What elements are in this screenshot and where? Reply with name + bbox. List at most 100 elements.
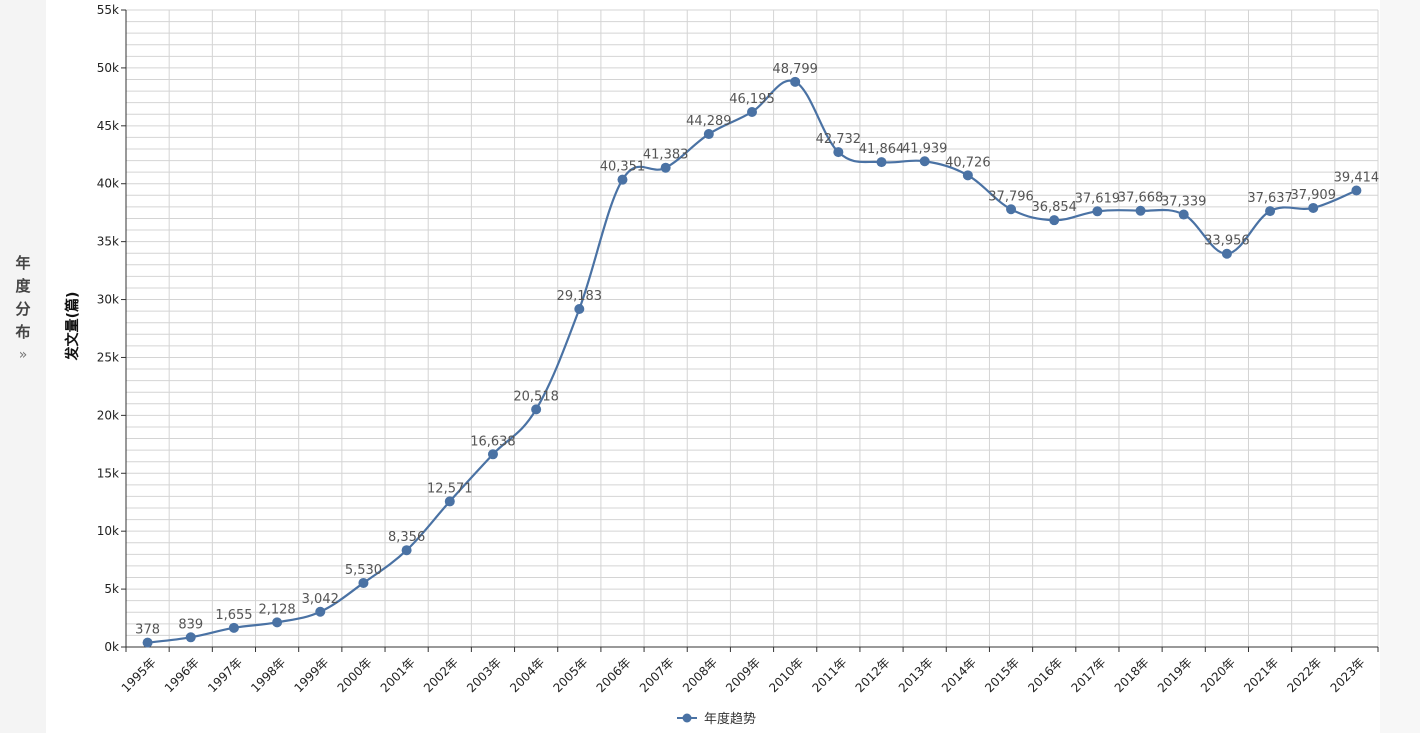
data-point[interactable]	[1351, 185, 1362, 196]
data-labels: 378 839 1,655 2,128 3,042 5,530 8,356 12,571 16,…	[135, 62, 1379, 638]
x-tick-label: 2000年	[335, 655, 375, 695]
y-tick-label: 15k	[97, 466, 119, 480]
data-point[interactable]	[487, 449, 498, 460]
data-point[interactable]	[1092, 206, 1103, 217]
x-tick-label: 2011年	[809, 655, 849, 695]
data-point[interactable]	[1308, 202, 1319, 213]
side-tab-char: 分	[15, 300, 31, 318]
expand-arrow-icon[interactable]: »	[18, 347, 28, 363]
data-label: 20,518	[513, 389, 559, 404]
x-tick-label: 2022年	[1284, 655, 1324, 695]
data-label: 839	[178, 617, 203, 632]
data-point[interactable]	[142, 637, 153, 648]
data-label: 41,939	[902, 141, 948, 156]
data-point[interactable]	[919, 156, 930, 167]
x-tick-label: 2004年	[507, 655, 547, 695]
data-label: 1,655	[215, 608, 252, 623]
legend-label: 年度趋势	[704, 711, 756, 727]
data-label: 16,638	[470, 434, 516, 449]
x-tick-label: 2016年	[1025, 655, 1065, 695]
data-label: 5,530	[345, 563, 382, 578]
data-point[interactable]	[1049, 215, 1060, 226]
data-point[interactable]	[358, 577, 369, 588]
data-label: 8,356	[388, 530, 425, 545]
y-tick-label: 25k	[97, 350, 119, 364]
data-point[interactable]	[703, 129, 714, 140]
x-tick-label: 2014年	[939, 655, 979, 695]
data-label: 48,799	[772, 62, 818, 77]
x-tick-label: 2003年	[464, 655, 504, 695]
x-tick-label: 2006年	[594, 655, 634, 695]
data-label: 12,571	[427, 481, 473, 496]
data-label: 2,128	[258, 602, 295, 617]
data-label: 42,732	[816, 132, 862, 147]
data-point[interactable]	[574, 304, 585, 315]
data-point[interactable]	[1006, 204, 1017, 215]
x-tick-label: 2018年	[1112, 655, 1152, 695]
data-label: 36,854	[1031, 200, 1077, 215]
data-point[interactable]	[228, 622, 239, 633]
data-label: 378	[135, 623, 160, 638]
data-label: 37,619	[1075, 191, 1121, 206]
data-label: 37,909	[1290, 188, 1336, 203]
data-point[interactable]	[401, 545, 412, 556]
data-point[interactable]	[617, 174, 628, 185]
data-label: 40,351	[600, 160, 646, 175]
data-point[interactable]	[747, 106, 757, 117]
data-point[interactable]	[1135, 205, 1146, 216]
data-label: 37,339	[1161, 195, 1207, 210]
x-tick-label: 2023年	[1328, 655, 1368, 695]
data-point[interactable]	[790, 76, 801, 87]
data-point[interactable]	[833, 147, 844, 158]
data-point[interactable]	[531, 404, 542, 415]
data-label: 33,956	[1204, 234, 1250, 249]
data-point[interactable]	[315, 606, 326, 617]
x-tick-label: 2005年	[550, 655, 590, 695]
legend[interactable]: 年度趋势	[677, 711, 756, 727]
y-tick-label: 35k	[97, 235, 119, 249]
y-tick-label: 20k	[97, 408, 119, 422]
x-tick-label: 2001年	[378, 655, 418, 695]
data-point[interactable]	[660, 162, 671, 173]
data-point[interactable]	[962, 170, 973, 181]
series-annual-trend	[142, 76, 1362, 648]
data-label: 37,796	[988, 189, 1033, 204]
x-tick-label: 2007年	[637, 655, 677, 695]
data-point[interactable]	[444, 496, 455, 507]
data-point[interactable]	[272, 617, 283, 628]
annual-distribution-tab[interactable]: 年 度 分 布 »	[10, 252, 36, 367]
y-tick-label: 50k	[97, 61, 119, 75]
x-tick-label: 2012年	[853, 655, 893, 695]
right-gutter	[1380, 0, 1420, 733]
x-tick-label: 1997年	[205, 655, 245, 695]
y-tick-label: 10k	[97, 524, 119, 538]
y-tick-label: 0k	[104, 640, 119, 654]
data-label: 39,414	[1334, 171, 1380, 186]
y-tick-label: 40k	[97, 177, 119, 191]
y-axis-title: 发文量(篇)	[64, 292, 81, 362]
side-tab-char: 年	[15, 254, 31, 272]
x-tick-label: 1996年	[162, 655, 202, 695]
chart-area: 0k 5k 10k 15k 20k 25k 30k 35k 40k 45k 50k 55k 1995年 1…	[46, 0, 1380, 733]
data-point[interactable]	[185, 632, 196, 643]
side-tab-char: 度	[15, 277, 31, 295]
data-label: 40,726	[945, 155, 991, 170]
data-point[interactable]	[876, 157, 887, 168]
data-label: 46,195	[729, 92, 775, 107]
data-point[interactable]	[1265, 206, 1276, 217]
x-tick-label: 2021年	[1241, 655, 1281, 695]
x-tick-label: 2002年	[421, 655, 461, 695]
data-point[interactable]	[1221, 248, 1232, 259]
side-panel: 年 度 分 布 »	[0, 0, 47, 733]
data-point[interactable]	[1178, 209, 1189, 220]
x-tick-label: 2008年	[680, 655, 720, 695]
data-label: 3,042	[302, 592, 339, 607]
legend-marker-icon	[682, 713, 692, 723]
x-tick-label: 2015年	[982, 655, 1022, 695]
data-label: 37,637	[1247, 191, 1293, 206]
y-tick-label: 5k	[104, 582, 119, 596]
y-tick-label: 45k	[97, 119, 119, 133]
data-label: 37,668	[1118, 191, 1164, 206]
x-tick-label: 2020年	[1198, 655, 1238, 695]
data-label: 41,383	[643, 148, 689, 163]
